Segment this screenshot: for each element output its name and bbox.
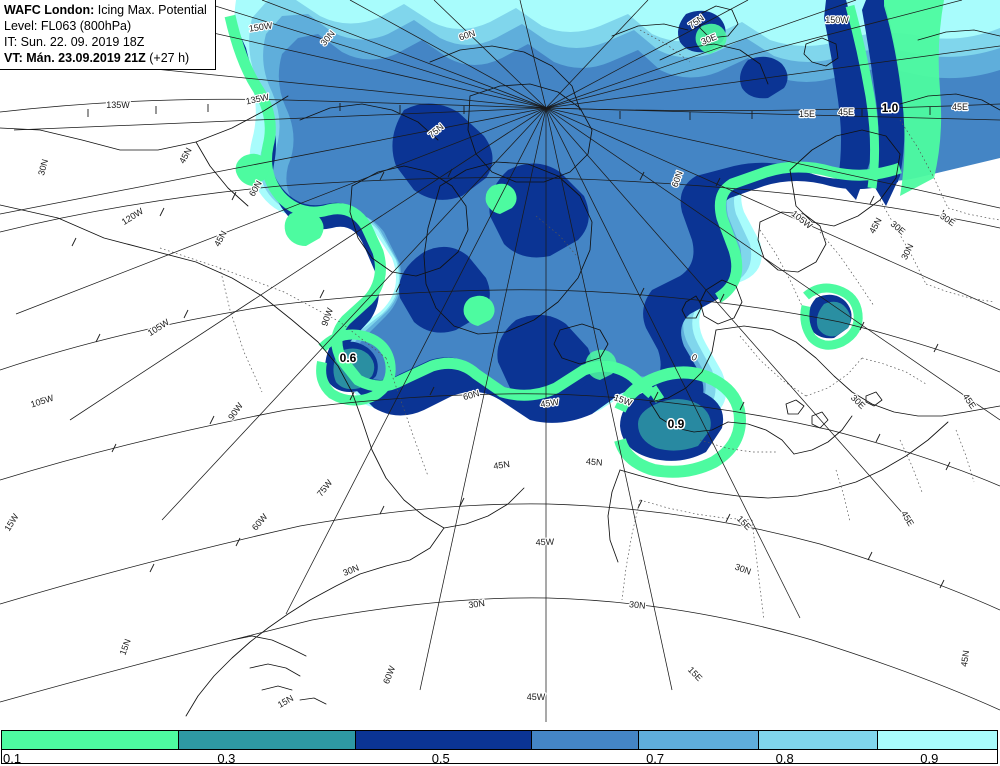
colorbar-tick: 0.3 <box>217 751 236 766</box>
contour-label: 0.6 <box>340 351 357 365</box>
graticule-label-halo: 15E <box>799 109 815 119</box>
product-name: Icing Max. Potential <box>97 3 207 17</box>
graticule <box>0 0 1000 722</box>
valid-time-offset: (+27 h) <box>149 51 190 65</box>
graticule-label-halo: 150W <box>825 15 849 25</box>
graticule-label: 15E <box>799 109 815 119</box>
map-title-card: WAFC London: Icing Max. Potential Level:… <box>0 0 216 70</box>
graticule-label: 45N <box>586 456 603 467</box>
colorbar-tick: 0.5 <box>431 751 450 766</box>
coastlines <box>0 5 1000 717</box>
graticule-label: 30N <box>468 598 486 610</box>
colorbar-swatch[interactable] <box>2 731 179 749</box>
contour-label-halo: 0.6 <box>340 351 357 365</box>
graticule-label: 45E <box>952 102 968 112</box>
graticule-label-halo: 45N <box>586 456 603 467</box>
graticule-label: 45W <box>527 692 546 702</box>
graticule-label-halo: 0 <box>690 352 699 363</box>
icing-potential-field <box>224 0 1000 478</box>
map-graphic: 135W135W120W120W105W105W105W105W135W135W… <box>0 0 1000 722</box>
graticule-label-halo: 45W <box>540 397 560 410</box>
colorbar-swatch[interactable] <box>877 731 998 749</box>
colorbar-swatch[interactable] <box>355 731 533 749</box>
graticule-label: 135W <box>106 100 130 110</box>
colorbar-tick: 0.1 <box>3 751 22 766</box>
graticule-label: 45N <box>959 650 971 668</box>
graticule-label: 45W <box>535 537 554 548</box>
colorbar-tick-labels: 0.10.30.50.70.80.91 <box>0 751 1000 766</box>
graticule-label: 0 <box>690 352 699 363</box>
graticule-label: 60N <box>458 28 477 43</box>
graticule-ticks <box>71 103 951 589</box>
graticule-label-halo: 135W <box>106 100 130 110</box>
title-line-init-time: IT: Sun. 22. 09. 2019 18Z <box>4 35 145 49</box>
graticule-label: 45W <box>540 397 560 410</box>
colorbar-tick: 0.7 <box>646 751 665 766</box>
graticule-label-halo: 45E <box>838 107 854 117</box>
graticule-label: 135W <box>245 92 271 107</box>
product-label: WAFC London: <box>4 3 95 17</box>
graticule-label: 45N <box>493 459 511 471</box>
colorbar-tick: 0.9 <box>920 751 939 766</box>
graticule-label-halo: 150W <box>248 20 273 33</box>
graticule-label-halo: 45N <box>493 459 511 471</box>
graticule-label: 150W <box>825 15 849 25</box>
contour-label-halo: 1.0 <box>882 101 899 115</box>
graticule-label-halo: 45E <box>952 102 968 112</box>
graticule-label-halo: 45W <box>527 692 546 702</box>
graticule-label-halo: 45N <box>959 650 971 668</box>
graticule-label: 150W <box>248 20 273 33</box>
graticule-label-halo: 60N <box>458 28 477 43</box>
graticule-label: 60N <box>462 388 481 402</box>
colorbar[interactable] <box>1 730 998 750</box>
colorbar-swatch[interactable] <box>758 731 878 749</box>
graticule-label-halo: 45W <box>535 537 554 548</box>
map-canvas[interactable]: 135W 135W 120W 120W 105W 105W 105W 105W 135W 135W… <box>0 0 1000 722</box>
contour-label-group: 0.60.60.90.91.01.0 <box>338 100 900 433</box>
contour-label: 1.0 <box>882 101 899 115</box>
title-line-level: Level: FL063 (800hPa) <box>4 19 132 33</box>
contour-label-halo: 0.9 <box>668 417 685 431</box>
graticule-label: 30N <box>629 599 646 611</box>
graticule-label-halo: 30N <box>468 598 486 610</box>
graticule-label-halo: 30N <box>629 599 646 611</box>
contour-label: 0.9 <box>668 417 685 431</box>
valid-time-label: VT: Mán. 23.09.2019 21Z <box>4 51 146 65</box>
colorbar-swatch[interactable] <box>178 731 356 749</box>
colorbar-tick: 0.8 <box>775 751 794 766</box>
title-line-product: WAFC London: Icing Max. Potential <box>4 2 207 18</box>
title-line-valid-time: VT: Mán. 23.09.2019 21Z (+27 h) <box>4 50 207 66</box>
colorbar-swatch[interactable] <box>532 731 640 749</box>
colorbar-panel: 0.10.30.50.70.80.91 <box>0 722 1000 766</box>
graticule-label: 45E <box>838 107 854 117</box>
colorbar-swatch[interactable] <box>639 731 759 749</box>
graticule-label: 30N <box>36 158 50 177</box>
